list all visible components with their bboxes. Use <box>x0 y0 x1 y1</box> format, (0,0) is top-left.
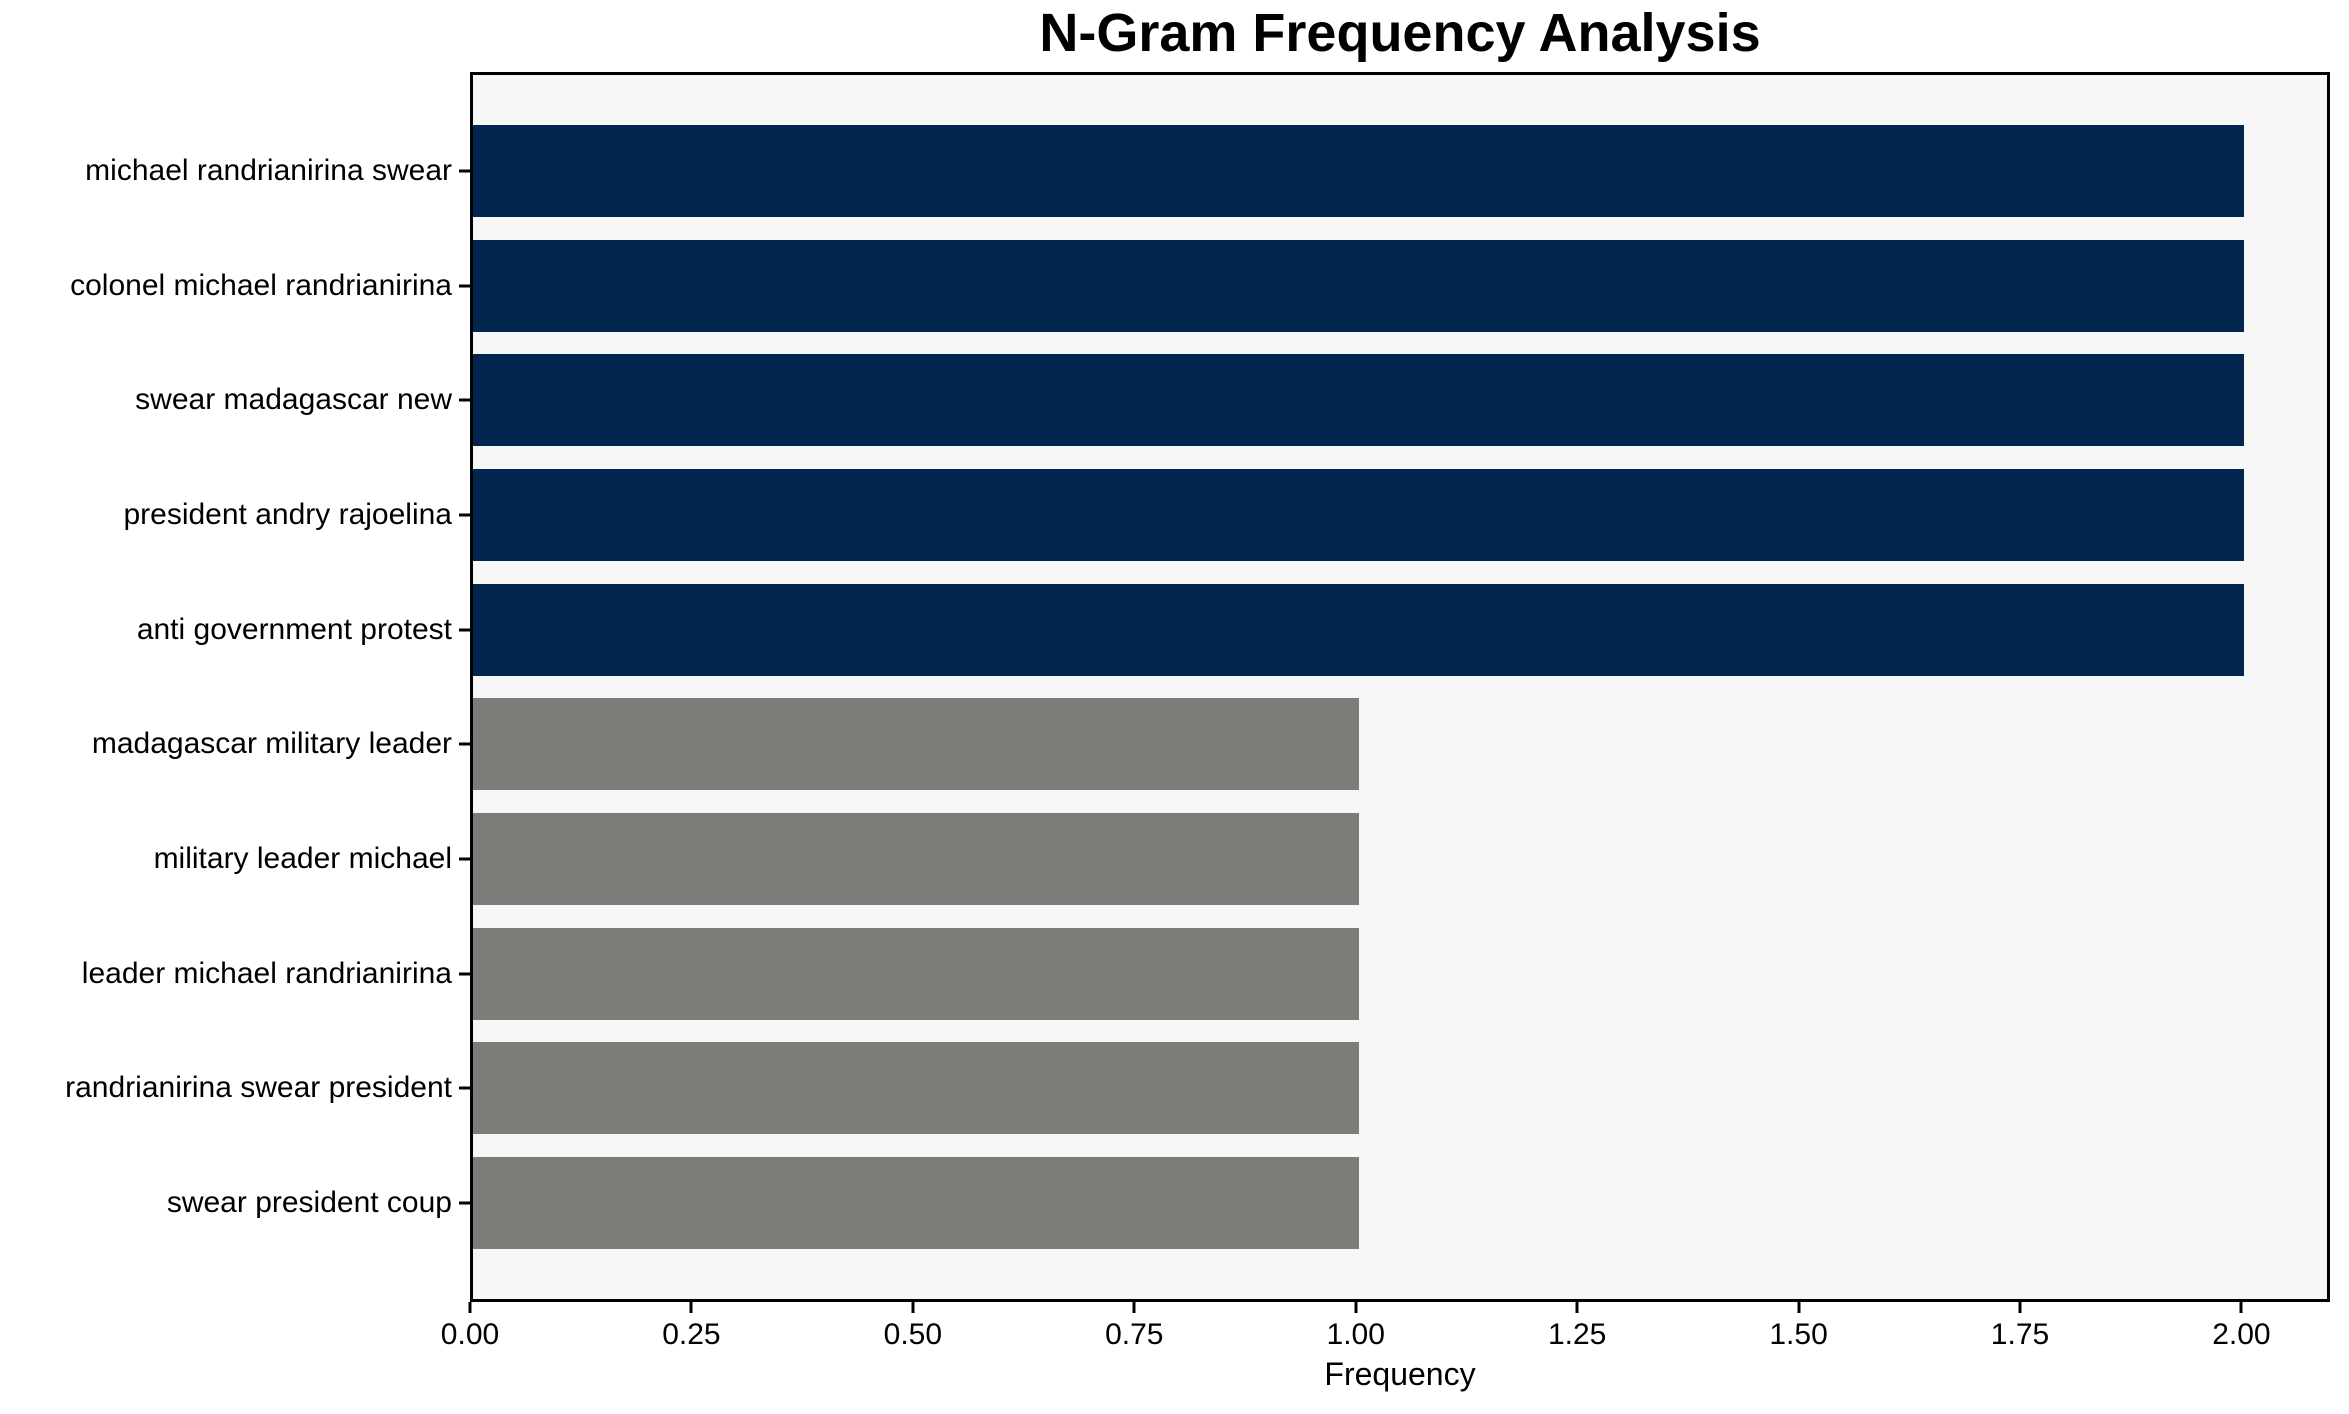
x-tick-label: 1.00 <box>1326 1318 1385 1351</box>
x-tick-mark <box>468 1302 472 1313</box>
x-axis-label: Frequency <box>1324 1356 1476 1392</box>
y-tick-label: michael randrianirina swear <box>85 153 452 187</box>
y-tick-label: military leader michael <box>153 842 452 876</box>
x-tick-label: 0.25 <box>662 1318 721 1351</box>
bar <box>473 468 2245 561</box>
bar <box>473 1042 1359 1135</box>
y-tick-mark <box>459 857 470 861</box>
bar <box>473 813 1359 906</box>
x-tick-mark <box>1354 1302 1358 1313</box>
x-tick-label: 1.25 <box>1547 1318 1607 1351</box>
x-tick-mark <box>1575 1302 1579 1313</box>
y-tick-mark <box>459 1086 470 1090</box>
x-tick-label: 2.00 <box>2212 1318 2271 1351</box>
x-tick-label: 1.50 <box>1769 1318 1828 1351</box>
y-tick-label: madagascar military leader <box>91 727 452 761</box>
y-tick-label: leader michael randrianirina <box>81 956 452 990</box>
y-tick-mark <box>459 284 470 288</box>
y-tick-mark <box>459 398 470 402</box>
bar <box>473 239 2245 332</box>
bar <box>473 124 2245 217</box>
x-tick-label: 0.00 <box>440 1318 500 1351</box>
bar <box>473 927 1359 1020</box>
x-tick-label: 0.75 <box>1105 1318 1164 1351</box>
x-tick-label: 0.50 <box>883 1318 943 1351</box>
y-tick-label: swear president coup <box>166 1186 452 1220</box>
plot-area <box>470 72 2330 1302</box>
x-tick-mark <box>689 1302 693 1313</box>
x-tick-mark <box>911 1302 915 1313</box>
y-tick-mark <box>459 972 470 976</box>
y-tick-mark <box>459 169 470 173</box>
chart-title: N-Gram Frequency Analysis <box>1039 3 1761 63</box>
y-tick-label: randrianirina swear president <box>65 1071 452 1105</box>
y-tick-label: colonel michael randrianirina <box>70 268 452 302</box>
x-tick-label: 1.75 <box>1990 1318 2050 1351</box>
y-tick-mark <box>459 1201 470 1205</box>
y-tick-label: anti government protest <box>136 612 452 646</box>
x-tick-mark <box>1797 1302 1801 1313</box>
y-tick-label: president andry rajoelina <box>123 497 452 531</box>
x-tick-mark <box>2239 1302 2243 1313</box>
y-tick-mark <box>459 742 470 746</box>
bar <box>473 583 2245 676</box>
y-tick-label: swear madagascar new <box>135 383 452 417</box>
bar <box>473 698 1359 791</box>
bar <box>473 354 2245 447</box>
y-tick-mark <box>459 513 470 517</box>
bar <box>473 1157 1359 1250</box>
x-tick-mark <box>2018 1302 2022 1313</box>
x-tick-mark <box>1132 1302 1136 1313</box>
y-tick-mark <box>459 628 470 632</box>
